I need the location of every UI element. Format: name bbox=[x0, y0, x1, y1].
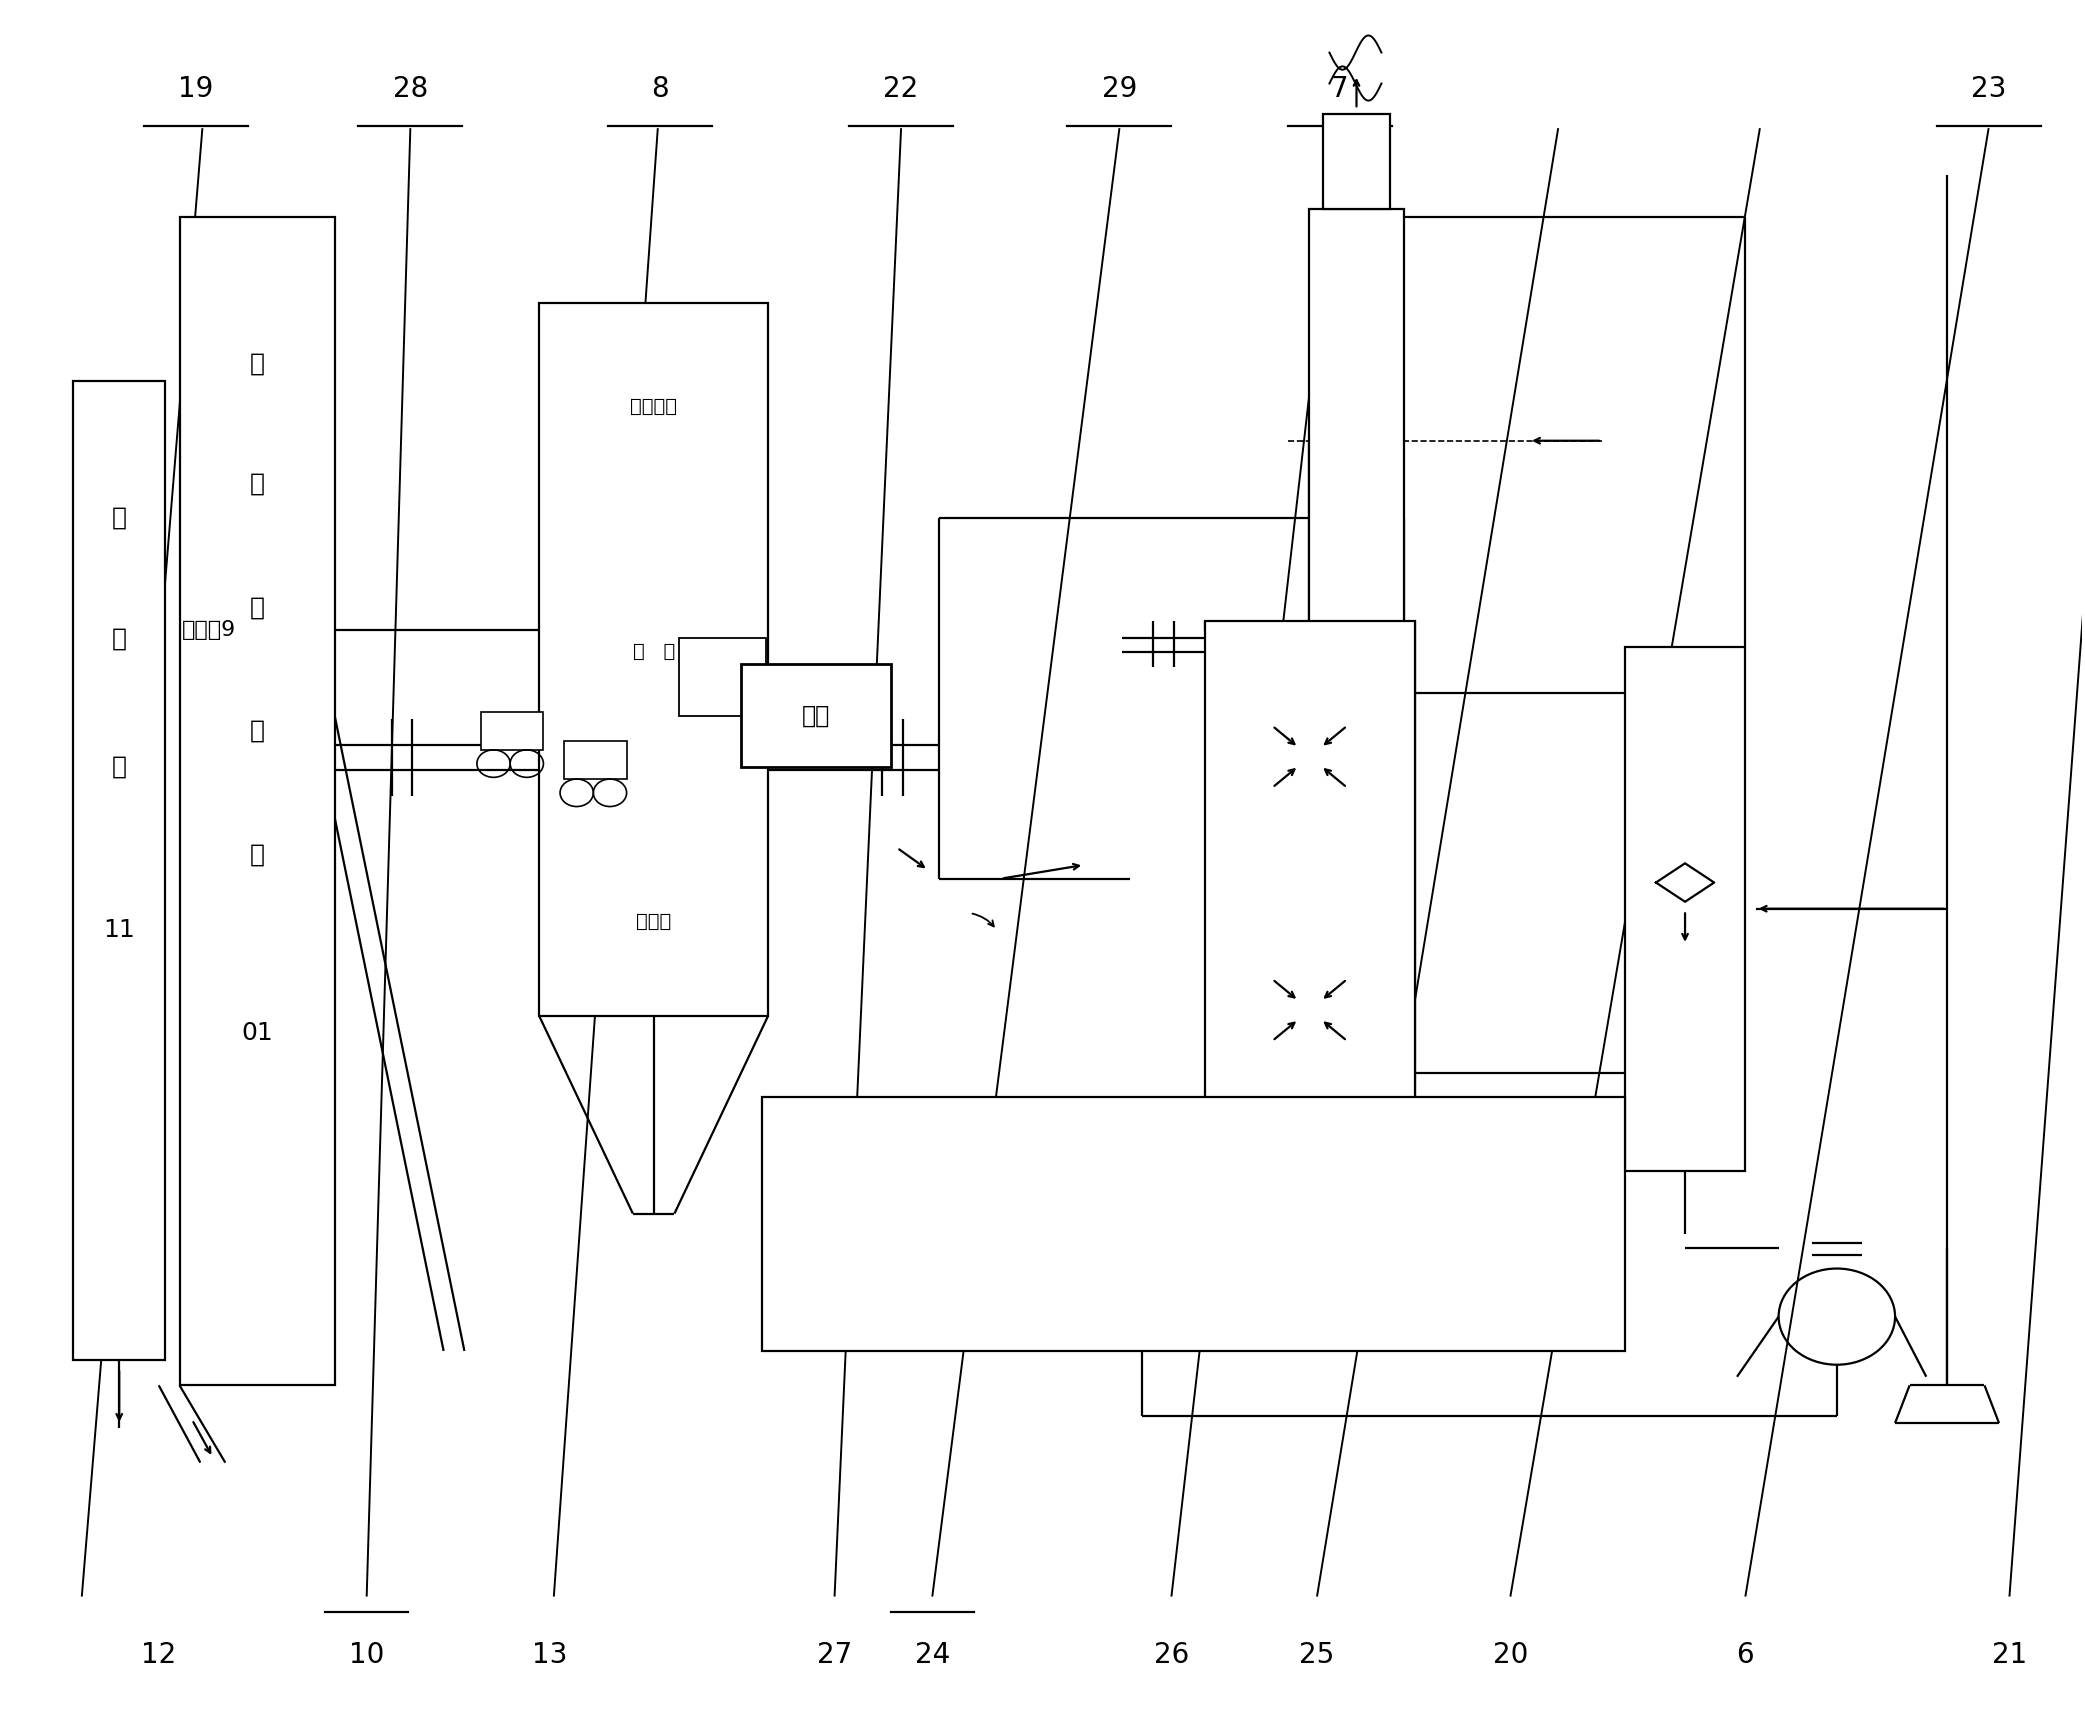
Bar bbox=[761, 1098, 1624, 1351]
Text: 22: 22 bbox=[884, 74, 919, 103]
Bar bbox=[540, 303, 767, 1017]
Bar bbox=[1309, 208, 1405, 629]
Text: 除渣机9: 除渣机9 bbox=[181, 620, 236, 639]
Text: 20: 20 bbox=[1493, 1640, 1528, 1670]
Text: 渣场: 渣场 bbox=[803, 703, 830, 727]
Text: 6: 6 bbox=[1737, 1640, 1753, 1670]
Text: 28: 28 bbox=[392, 74, 427, 103]
Bar bbox=[1216, 629, 1405, 884]
Text: 子系统: 子系统 bbox=[636, 911, 671, 930]
Text: 12: 12 bbox=[142, 1640, 177, 1670]
Text: 25: 25 bbox=[1299, 1640, 1334, 1670]
Text: 27: 27 bbox=[817, 1640, 853, 1670]
Text: 10: 10 bbox=[348, 1640, 384, 1670]
Text: 燃: 燃 bbox=[250, 596, 265, 619]
Bar bbox=[73, 381, 165, 1359]
Text: 23: 23 bbox=[1970, 74, 2006, 103]
Bar bbox=[1216, 884, 1405, 1135]
Bar bbox=[1324, 114, 1391, 208]
Text: 自: 自 bbox=[113, 507, 127, 531]
Text: 燃: 燃 bbox=[250, 351, 265, 376]
Text: 水: 水 bbox=[113, 755, 127, 779]
Text: 器: 器 bbox=[250, 843, 265, 867]
Text: 8: 8 bbox=[651, 74, 669, 103]
Bar bbox=[482, 712, 544, 750]
Text: 7: 7 bbox=[1330, 74, 1349, 103]
Text: 净   化: 净 化 bbox=[632, 641, 676, 660]
Text: 干法烟气: 干法烟气 bbox=[630, 396, 678, 415]
Bar bbox=[1205, 620, 1416, 1144]
Text: 11: 11 bbox=[104, 918, 136, 942]
Text: 煤: 煤 bbox=[250, 472, 265, 496]
Text: 19: 19 bbox=[179, 74, 215, 103]
Text: 来: 来 bbox=[113, 625, 127, 650]
Text: 26: 26 bbox=[1153, 1640, 1188, 1670]
Text: 13: 13 bbox=[532, 1640, 567, 1670]
Text: 24: 24 bbox=[915, 1640, 951, 1670]
Text: 21: 21 bbox=[1991, 1640, 2027, 1670]
Bar bbox=[1624, 646, 1745, 1170]
Bar bbox=[740, 663, 890, 767]
Text: 烧: 烧 bbox=[250, 718, 265, 743]
Text: 01: 01 bbox=[242, 1022, 273, 1046]
Text: 29: 29 bbox=[1101, 74, 1136, 103]
Bar bbox=[678, 638, 765, 715]
Bar bbox=[565, 741, 628, 779]
Bar bbox=[179, 217, 336, 1385]
